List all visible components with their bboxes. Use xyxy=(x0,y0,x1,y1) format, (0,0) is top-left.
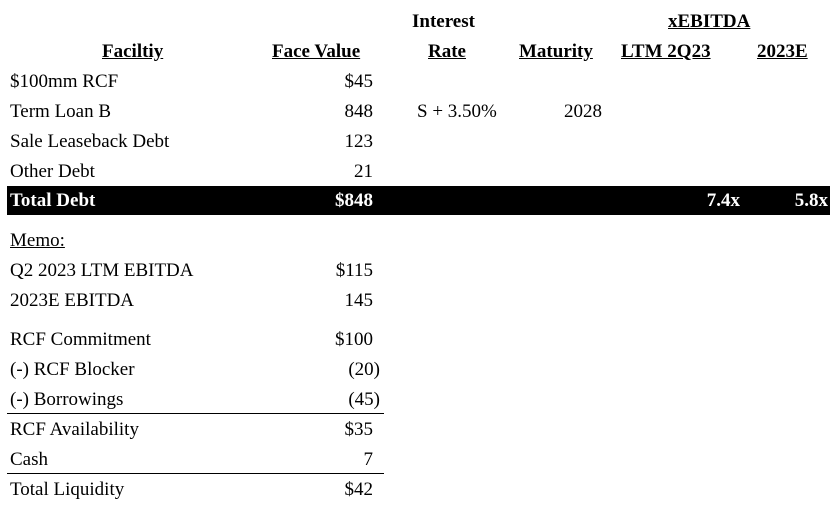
header-interest: Interest xyxy=(412,11,475,32)
memo-value: (45) xyxy=(348,389,380,410)
memo-label: RCF Availability xyxy=(10,419,139,440)
header-2023e: 2023E xyxy=(757,41,808,62)
memo-value: $35 xyxy=(344,419,374,440)
header-face-value: Face Value xyxy=(272,41,361,62)
row-label: Term Loan B xyxy=(10,101,112,122)
memo-value: 7 xyxy=(363,449,374,470)
memo-value: $100 xyxy=(335,329,373,350)
total-debt-row xyxy=(7,186,830,215)
row-label: Sale Leaseback Debt xyxy=(10,131,170,152)
total-2023e-multiple: 5.8x xyxy=(794,190,828,211)
row-face-value: 21 xyxy=(354,161,373,182)
row-label: $100mm RCF xyxy=(10,71,119,92)
row-face-value: $45 xyxy=(344,71,374,92)
row-label: Other Debt xyxy=(10,161,95,182)
row-maturity: 2028 xyxy=(564,101,602,122)
memo-value: 145 xyxy=(344,290,374,311)
header-ltm: LTM 2Q23 xyxy=(621,41,711,62)
memo-value: $42 xyxy=(344,479,374,500)
memo-title: Memo: xyxy=(10,230,65,251)
memo-value: (20) xyxy=(348,359,380,380)
memo-label: (-) Borrowings xyxy=(10,389,124,410)
total-label: Total Debt xyxy=(10,190,96,211)
header-xebitda: xEBITDA xyxy=(668,11,751,32)
row-rate: S + 3.50% xyxy=(417,101,497,122)
memo-label: Cash xyxy=(10,449,48,470)
total-ltm-multiple: 7.4x xyxy=(706,190,740,211)
memo-label: RCF Commitment xyxy=(10,329,151,350)
memo-label: 2023E EBITDA xyxy=(10,290,135,311)
total-face-value: $848 xyxy=(335,190,373,211)
subtotal-divider xyxy=(7,413,384,414)
memo-label: Q2 2023 LTM EBITDA xyxy=(10,260,194,281)
row-face-value: 848 xyxy=(344,101,374,122)
total-divider xyxy=(7,473,384,474)
row-face-value: 123 xyxy=(344,131,374,152)
memo-label: Total Liquidity xyxy=(10,479,125,500)
header-rate: Rate xyxy=(428,41,466,62)
memo-value: $115 xyxy=(335,260,373,281)
memo-label: (-) RCF Blocker xyxy=(10,359,135,380)
header-maturity: Maturity xyxy=(519,41,593,62)
header-facility: Faciltiy xyxy=(102,41,164,62)
